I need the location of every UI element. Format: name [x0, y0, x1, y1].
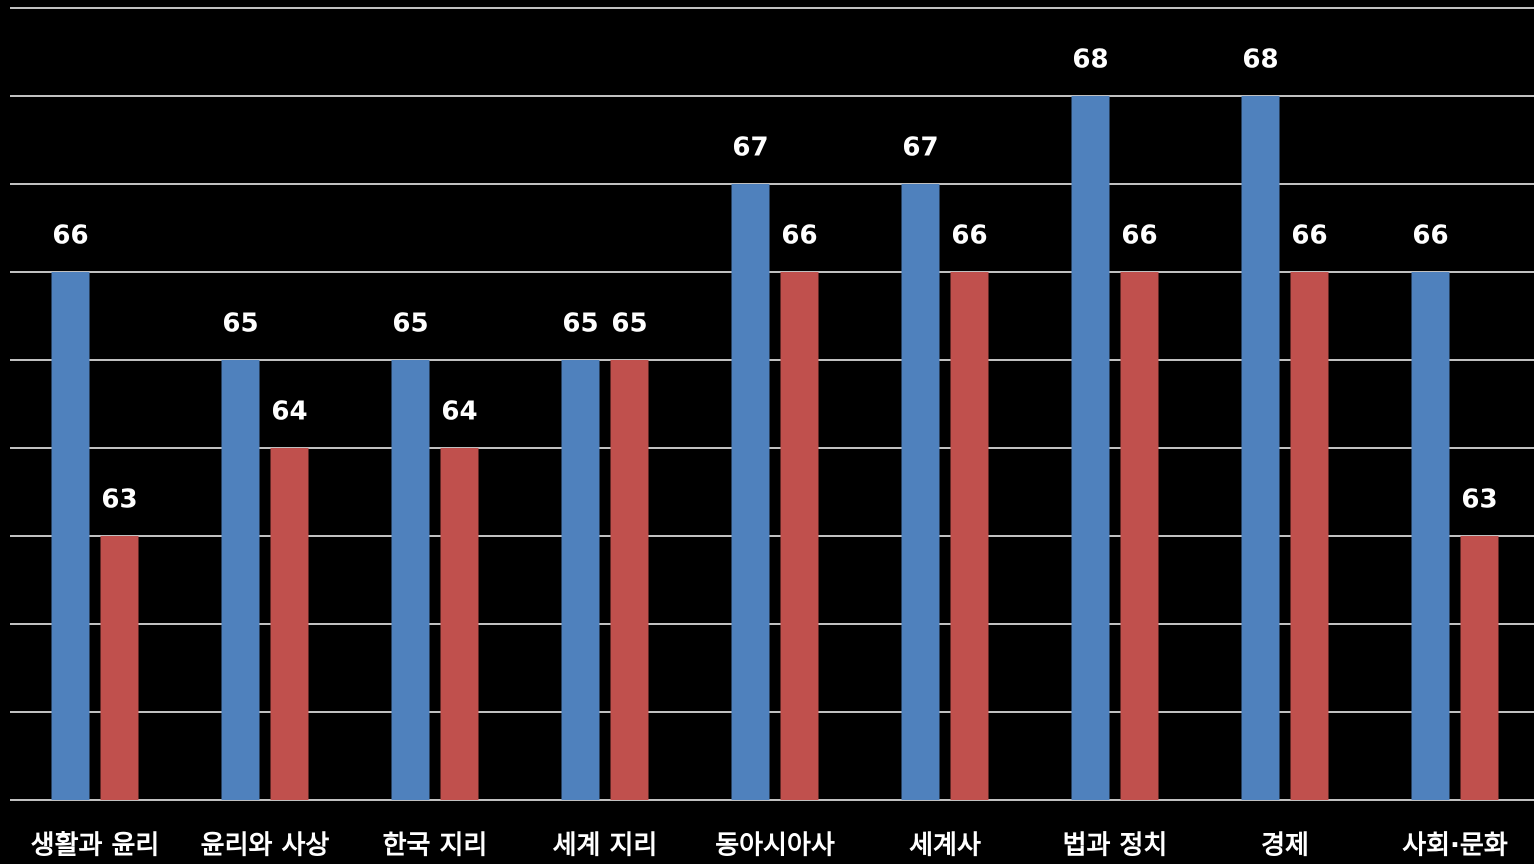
x-tick-label: 사회·문화	[1402, 831, 1508, 861]
data-label: 66	[1121, 221, 1157, 251]
data-label: 64	[271, 397, 307, 427]
bar	[100, 536, 139, 800]
data-label: 63	[101, 485, 137, 515]
data-label: 65	[222, 309, 258, 339]
data-label: 64	[441, 397, 477, 427]
data-label: 65	[611, 309, 647, 339]
bar	[1460, 536, 1499, 800]
bar	[440, 448, 479, 800]
bar	[1241, 96, 1280, 800]
data-label: 65	[392, 309, 428, 339]
data-label: 63	[1461, 485, 1497, 515]
bar	[901, 184, 940, 800]
bar	[731, 184, 770, 800]
bar	[270, 448, 309, 800]
bar	[221, 360, 260, 800]
x-tick-label: 생활과 윤리	[31, 831, 160, 861]
data-label: 66	[781, 221, 817, 251]
bar	[1290, 272, 1329, 800]
data-label: 68	[1242, 45, 1278, 75]
bar	[1411, 272, 1450, 800]
data-label: 67	[732, 133, 768, 163]
data-label: 65	[562, 309, 598, 339]
bar	[561, 360, 600, 800]
data-label: 66	[1291, 221, 1327, 251]
x-tick-label: 세계사	[909, 831, 981, 861]
bar	[780, 272, 819, 800]
bar	[391, 360, 430, 800]
x-tick-label: 동아시아사	[715, 831, 835, 861]
x-tick-label: 경제	[1261, 831, 1309, 861]
data-label: 66	[52, 221, 88, 251]
bar	[610, 360, 649, 800]
x-tick-label: 법과 정치	[1063, 831, 1168, 861]
data-label: 68	[1072, 45, 1108, 75]
x-tick-label: 윤리와 사상	[201, 831, 330, 861]
data-label: 66	[1412, 221, 1448, 251]
x-tick-label: 세계 지리	[553, 831, 658, 861]
data-label: 67	[902, 133, 938, 163]
x-tick-label: 한국 지리	[383, 831, 488, 861]
bar	[1071, 96, 1110, 800]
bar	[950, 272, 989, 800]
data-label: 66	[951, 221, 987, 251]
bar	[1120, 272, 1159, 800]
bar	[51, 272, 90, 800]
